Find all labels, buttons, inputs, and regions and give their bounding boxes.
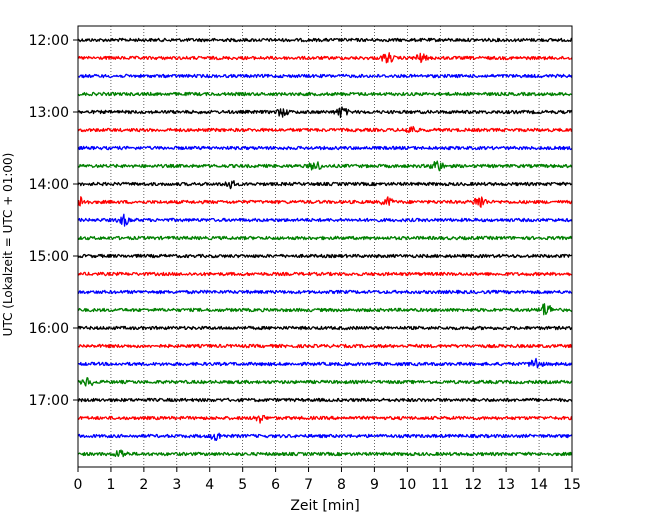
x-tick-label: 14: [530, 477, 548, 493]
y-axis: 12:00 13:00 14:00 15:00 16:00 17:00: [29, 33, 78, 409]
seismogram-trace-2: [77, 73, 573, 79]
x-tick-label: 1: [106, 477, 115, 493]
x-tick-label: 5: [238, 477, 247, 493]
x-tick-label: 3: [172, 477, 181, 493]
seismogram-trace-11: [77, 235, 573, 241]
seismogram-trace-4: [77, 106, 573, 119]
y-tick-label: 15:00: [29, 249, 69, 265]
y-tick-label: 12:00: [29, 33, 69, 49]
seismogram-trace-15: [78, 303, 573, 316]
seismogram-trace-12: [77, 253, 573, 259]
seismogram-trace-13: [77, 271, 573, 277]
seismogram-trace-9: [77, 196, 573, 208]
x-tick-label: 10: [398, 477, 416, 493]
x-axis: 0 1 2 3 4 5 6 7 8 9 10 11 12 13 14 15: [74, 467, 581, 493]
seismogram-trace-10: [77, 213, 573, 227]
y-axis-label: UTC (Lokalzeit = UTC + 01:00): [1, 153, 15, 337]
seismogram-trace-18: [77, 357, 573, 369]
x-axis-label: Zeit [min]: [290, 498, 359, 514]
x-tick-label: 13: [497, 477, 515, 493]
x-tick-label: 15: [563, 477, 581, 493]
x-tick-label: 2: [139, 477, 148, 493]
seismogram-trace-3: [77, 91, 573, 97]
y-tick-label: 13:00: [29, 105, 69, 121]
seismogram-trace-6: [77, 145, 573, 151]
seismogram-trace-0: [77, 37, 573, 43]
seismogram-trace-14: [77, 289, 573, 295]
y-tick-label: 17:00: [29, 393, 69, 409]
seismogram-trace-7: [77, 160, 573, 172]
y-tick-label: 16:00: [29, 321, 69, 337]
plot-frame: [77, 25, 573, 468]
seismogram-trace-22: [77, 432, 573, 442]
seismogram-trace-23: [77, 449, 573, 458]
x-tick-label: 11: [431, 477, 449, 493]
seismogram-trace-17: [77, 343, 573, 349]
seismogram-trace-8: [77, 180, 573, 190]
seismogram-trace-19: [77, 377, 573, 387]
x-tick-label: 4: [205, 477, 214, 493]
seismogram-trace-16: [77, 325, 573, 331]
y-tick-label: 14:00: [29, 177, 69, 193]
x-tick-label: 0: [74, 477, 83, 493]
x-tick-label: 7: [304, 477, 313, 493]
seismogram-traces: [77, 37, 573, 458]
seismogram-trace-20: [77, 397, 573, 403]
seismogram-trace-5: [77, 125, 573, 134]
x-tick-label: 8: [337, 477, 346, 493]
seismogram-trace-1: [77, 52, 573, 64]
x-tick-label: 12: [464, 477, 482, 493]
x-tick-label: 9: [370, 477, 379, 493]
seismogram-trace-21: [77, 414, 573, 424]
x-tick-label: 6: [271, 477, 280, 493]
